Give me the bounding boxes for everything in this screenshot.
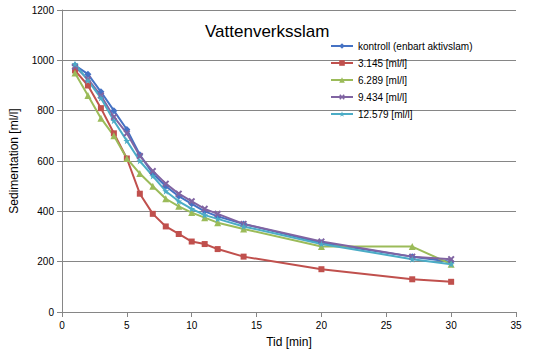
svg-text:25: 25 — [381, 320, 393, 331]
svg-text:5: 5 — [124, 320, 130, 331]
svg-text:Vattenverksslam: Vattenverksslam — [205, 22, 329, 41]
svg-text:20: 20 — [316, 320, 328, 331]
svg-text:3.145 [ml/l]: 3.145 [ml/l] — [358, 58, 407, 69]
svg-text:6.289 [ml/l]: 6.289 [ml/l] — [358, 75, 407, 86]
svg-text:1000: 1000 — [32, 55, 55, 66]
svg-text:0: 0 — [48, 307, 54, 318]
svg-text:600: 600 — [37, 156, 54, 167]
svg-text:200: 200 — [37, 256, 54, 267]
svg-text:15: 15 — [251, 320, 263, 331]
svg-text:800: 800 — [37, 105, 54, 116]
svg-text:0: 0 — [59, 320, 65, 331]
svg-text:kontroll (enbart aktivslam): kontroll (enbart aktivslam) — [358, 41, 472, 52]
svg-text:Tid [min]: Tid [min] — [266, 335, 312, 349]
svg-text:35: 35 — [510, 320, 522, 331]
svg-text:30: 30 — [446, 320, 458, 331]
svg-text:9.434 [ml/l]: 9.434 [ml/l] — [358, 92, 407, 103]
svg-text:10: 10 — [186, 320, 198, 331]
svg-text:400: 400 — [37, 206, 54, 217]
svg-text:12.579 [ml/l]: 12.579 [ml/l] — [358, 109, 413, 120]
svg-text:Sedimentation [ml/l]: Sedimentation [ml/l] — [7, 108, 21, 213]
svg-text:1200: 1200 — [32, 5, 55, 16]
